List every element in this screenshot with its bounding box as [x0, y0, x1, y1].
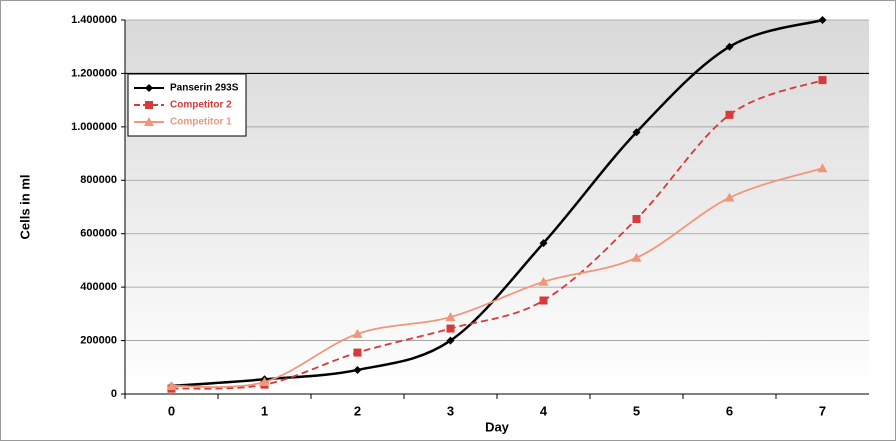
x-tick-label: 2 [354, 403, 361, 418]
marker [446, 324, 455, 333]
legend-label: Competitor 2 [170, 100, 232, 111]
y-tick-label: 0 [111, 388, 117, 400]
marker [632, 215, 641, 224]
marker [353, 348, 362, 357]
y-tick-label: 1.200000 [71, 67, 117, 79]
y-tick-label: 400000 [80, 281, 117, 293]
marker [445, 312, 456, 322]
marker [725, 110, 734, 119]
x-axis-label: Day [485, 419, 510, 434]
y-tick-label: 1.400000 [71, 14, 117, 26]
x-tick-label: 5 [633, 403, 640, 418]
y-tick-label: 800000 [80, 174, 117, 186]
marker [818, 16, 827, 24]
legend-label: Competitor 1 [170, 117, 232, 128]
y-axis-label: Cells in ml [17, 174, 32, 239]
marker [145, 101, 153, 109]
marker [632, 128, 641, 137]
x-tick-label: 7 [819, 403, 826, 418]
legend-label: Panserin 293S [170, 83, 239, 94]
series-line [171, 18, 823, 388]
marker [166, 380, 177, 390]
x-tick-label: 3 [447, 403, 454, 418]
x-tick-label: 4 [540, 403, 548, 418]
plot-area [125, 20, 869, 394]
marker [818, 76, 827, 85]
y-tick-label: 200000 [80, 334, 117, 346]
marker [539, 239, 548, 248]
marker [631, 252, 642, 262]
series-line [171, 79, 823, 390]
marker [817, 163, 828, 173]
series-line [171, 167, 823, 388]
marker [352, 328, 363, 338]
marker [145, 84, 153, 92]
x-tick-label: 6 [726, 403, 733, 418]
marker [539, 296, 548, 305]
y-tick-label: 600000 [80, 228, 117, 240]
marker [353, 365, 362, 374]
x-tick-label: 0 [168, 403, 175, 418]
marker [259, 376, 270, 386]
marker [724, 192, 735, 202]
marker [725, 42, 734, 51]
y-tick-label: 1.000000 [71, 121, 117, 133]
marker [446, 336, 455, 345]
x-tick-label: 1 [261, 403, 268, 418]
marker [144, 117, 154, 126]
marker [538, 276, 549, 286]
